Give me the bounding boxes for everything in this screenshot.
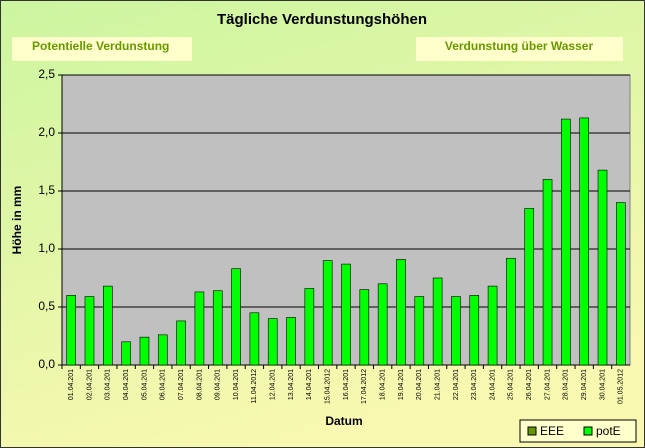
x-tick-label: 24.04.201 (489, 369, 496, 400)
x-tick-label: 07.04.201 (178, 369, 185, 400)
legend-box (519, 419, 637, 443)
annotation: Verdunstung über Wasser (445, 39, 594, 53)
annotation-box (416, 37, 623, 61)
x-tick-label: 29.04.201 (581, 369, 588, 400)
x-tick-label: 16.04.201 (343, 369, 350, 400)
y-tick-label: 0,0 (38, 357, 55, 371)
legend-swatch (527, 426, 537, 436)
x-tick-label: 01.04.201 (68, 369, 75, 400)
bar (377, 283, 388, 366)
annotation-box (12, 37, 192, 61)
x-tick-label: 21.04.201 (434, 369, 441, 400)
x-tick-label: 02.04.201 (86, 369, 93, 400)
x-tick-label: 03.04.201 (105, 369, 112, 400)
bar (524, 208, 535, 366)
x-tick-label: 26.04.201 (526, 369, 533, 400)
x-tick-label: 17.04.2012 (361, 369, 368, 404)
y-axis-title: Höhe in mm (10, 186, 24, 255)
bar (506, 257, 516, 366)
bar (121, 341, 131, 366)
annotation: Potentielle Verdunstung (32, 39, 169, 53)
bar (542, 179, 553, 366)
y-tick-label: 0,5 (38, 299, 55, 313)
legend-label: EEE (540, 424, 564, 438)
y-tick-label: 1,5 (38, 183, 55, 197)
x-tick-label: 10.04.201 (233, 369, 240, 400)
x-tick-label: 20.04.201 (416, 369, 423, 400)
bar (432, 277, 443, 366)
bar (451, 296, 461, 366)
x-tick-label: 19.04.201 (398, 369, 405, 400)
x-tick-label: 30.04.201 (599, 369, 606, 400)
bar (66, 295, 76, 366)
y-tick-label: 1,0 (38, 241, 55, 255)
bar (579, 117, 589, 366)
bar (286, 317, 296, 366)
x-tick-label: 23.04.201 (471, 369, 478, 400)
y-tick-label: 2,0 (38, 125, 55, 139)
bar (157, 334, 168, 366)
bar (561, 118, 571, 366)
x-tick-label: 22.04.201 (453, 369, 460, 400)
bar (249, 312, 260, 366)
bar (139, 336, 150, 366)
x-axis-title: Datum (325, 414, 362, 428)
x-tick-label: 14.04.201 (306, 369, 313, 400)
bar (322, 260, 333, 366)
bar (469, 295, 480, 366)
x-tick-label: 11.04.2012 (251, 369, 258, 404)
bar (231, 268, 241, 366)
x-tick-label: 25.04.201 (508, 369, 515, 400)
bar (212, 290, 223, 366)
x-tick-label: 15.04.2012 (325, 369, 332, 404)
bar (597, 169, 608, 366)
x-tick-label: 06.04.201 (160, 369, 167, 400)
x-tick-label: 18.04.201 (379, 369, 386, 400)
legend-swatch (583, 426, 593, 436)
bar (414, 296, 425, 366)
legend-label: potE (596, 424, 621, 438)
chart-title: Tägliche Verdunstungshöhen (217, 11, 427, 28)
bar (84, 296, 95, 366)
x-tick-label: 09.04.201 (215, 369, 222, 400)
bar (103, 285, 113, 366)
x-tick-label: 13.04.201 (288, 369, 295, 400)
x-tick-label: 01.05.2012 (618, 369, 625, 404)
y-tick-label: 2,5 (38, 67, 55, 81)
bar (176, 320, 186, 366)
bar (487, 285, 498, 366)
bar (396, 259, 406, 366)
x-tick-label: 04.04.201 (123, 369, 130, 400)
bar (616, 202, 626, 366)
bar (194, 291, 205, 366)
x-tick-label: 27.04.201 (544, 369, 551, 400)
bar (304, 288, 315, 366)
x-tick-label: 28.04.201 (563, 369, 570, 400)
bar (359, 289, 370, 366)
x-tick-label: 05.04.201 (141, 369, 148, 400)
bar (341, 263, 351, 366)
bar (267, 318, 278, 366)
x-tick-label: 08.04.201 (196, 369, 203, 400)
x-tick-label: 12.04.201 (270, 369, 277, 400)
